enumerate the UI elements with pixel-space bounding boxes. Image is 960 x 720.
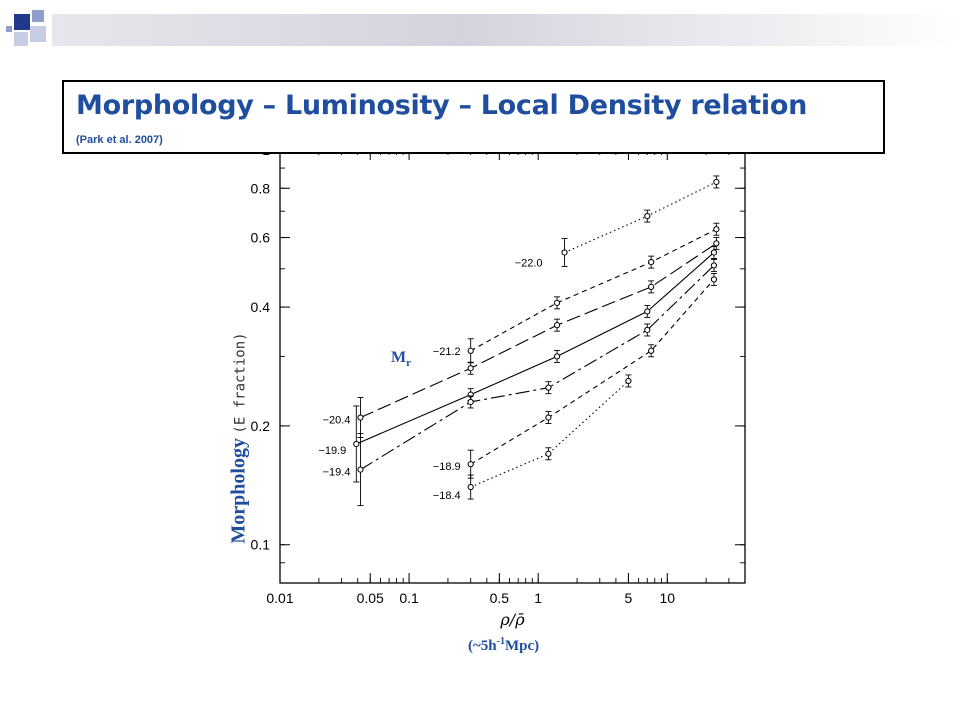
y-axis-label: Morphology (E fraction)	[228, 332, 251, 543]
y-tick-label: 0.6	[251, 230, 271, 246]
data-point	[353, 440, 360, 448]
data-point	[644, 326, 651, 334]
series-line	[360, 265, 715, 471]
series-line	[470, 279, 715, 465]
y-axis-label-main: Morphology	[227, 438, 250, 544]
data-point	[545, 384, 552, 391]
series-label: −18.9	[433, 461, 461, 473]
data-point	[553, 322, 561, 329]
series-line	[564, 181, 717, 253]
x-tick-label: 0.5	[490, 590, 510, 606]
slide-citation: (Park et al. 2007)	[76, 134, 163, 146]
x-tick-label: 5	[625, 590, 633, 606]
series-key-label: Mr	[391, 349, 411, 369]
x-axis-label: ρ/ρ̄	[499, 610, 525, 629]
data-point	[713, 226, 720, 233]
series-key-text: M	[391, 349, 407, 366]
y-tick-label: 0.4	[251, 299, 271, 315]
data-point	[357, 466, 364, 473]
x-unit-sup: -1	[496, 636, 505, 647]
data-point	[545, 450, 552, 457]
y-tick-label: 0.2	[251, 418, 271, 434]
data-point	[648, 347, 655, 354]
data-point	[561, 249, 568, 256]
corner-square-light	[14, 32, 28, 46]
x-tick-label: 0.01	[266, 590, 293, 606]
series-label: −19.9	[318, 445, 346, 457]
x-tick-label: 0.05	[357, 590, 384, 606]
series-key-subscript: r	[406, 357, 411, 370]
y-tick-label: 0.8	[251, 180, 271, 196]
corner-square-mid	[32, 10, 44, 22]
data-point	[648, 283, 655, 290]
series-line	[470, 380, 629, 488]
data-point	[467, 398, 474, 406]
x-tick-label: 10	[659, 590, 675, 606]
data-point	[467, 483, 474, 491]
data-point	[710, 249, 718, 256]
slide-title: Morphology – Luminosity – Local Density …	[76, 90, 808, 121]
series-label: −18.4	[433, 490, 461, 502]
data-point	[648, 259, 655, 266]
series-label: −21.2	[433, 346, 461, 358]
data-point	[357, 414, 364, 421]
data-point	[710, 262, 718, 269]
series-line	[470, 228, 717, 352]
data-point	[545, 414, 552, 421]
data-point	[644, 213, 651, 220]
data-point	[713, 240, 720, 247]
data-point	[713, 178, 720, 186]
corner-square-light-2	[30, 26, 46, 42]
corner-square-dark	[14, 14, 30, 30]
header-gradient-bar	[52, 14, 960, 46]
x-unit-suffix: Mpc)	[504, 638, 540, 654]
data-point	[625, 377, 632, 385]
data-point	[710, 276, 718, 283]
data-point	[467, 347, 474, 354]
y-axis-label-paren: (E fraction)	[232, 332, 249, 434]
y-tick-label: 0.1	[251, 537, 271, 553]
corner-square-mid-2	[6, 26, 12, 32]
data-point	[553, 299, 561, 306]
series-label: −19.4	[323, 467, 351, 479]
data-point	[553, 353, 561, 360]
x-tick-label: 0.1	[399, 590, 419, 606]
x-tick-label: 1	[534, 590, 542, 606]
series-label: −22.0	[515, 257, 543, 269]
series-label: −20.4	[323, 415, 351, 427]
data-point	[467, 461, 474, 468]
x-axis-unit-note: (~5h-1Mpc)	[468, 636, 539, 655]
plot-frame	[279, 149, 746, 584]
data-point	[467, 365, 474, 372]
title-box: Morphology – Luminosity – Local Density …	[62, 80, 885, 154]
x-unit-prefix: (~5h	[468, 638, 497, 654]
series-line	[360, 242, 717, 419]
data-point	[644, 308, 651, 315]
